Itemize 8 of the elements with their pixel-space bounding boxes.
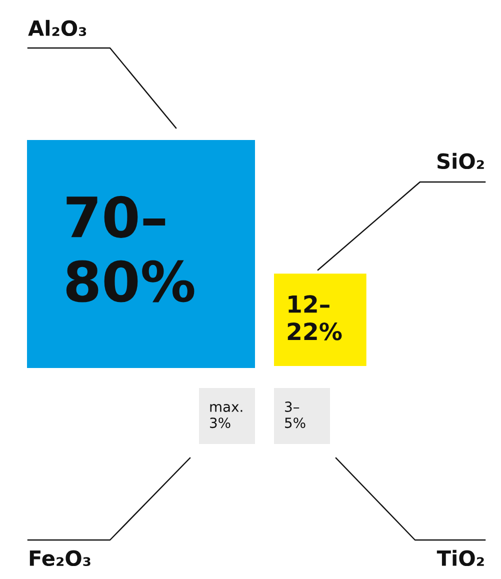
- data-label: 70– 80%: [66, 196, 194, 302]
- category-label: SiO₂: [438, 152, 484, 170]
- category-label: Fe₂O₃: [30, 550, 90, 566]
- data-label: 12– 22%: [288, 295, 342, 340]
- category-label: Al₂O₃: [28, 20, 86, 36]
- data-label: max. 3%: [210, 404, 242, 428]
- data-label: 3– 5%: [285, 401, 306, 428]
- category-label: TiO₂: [436, 550, 484, 566]
